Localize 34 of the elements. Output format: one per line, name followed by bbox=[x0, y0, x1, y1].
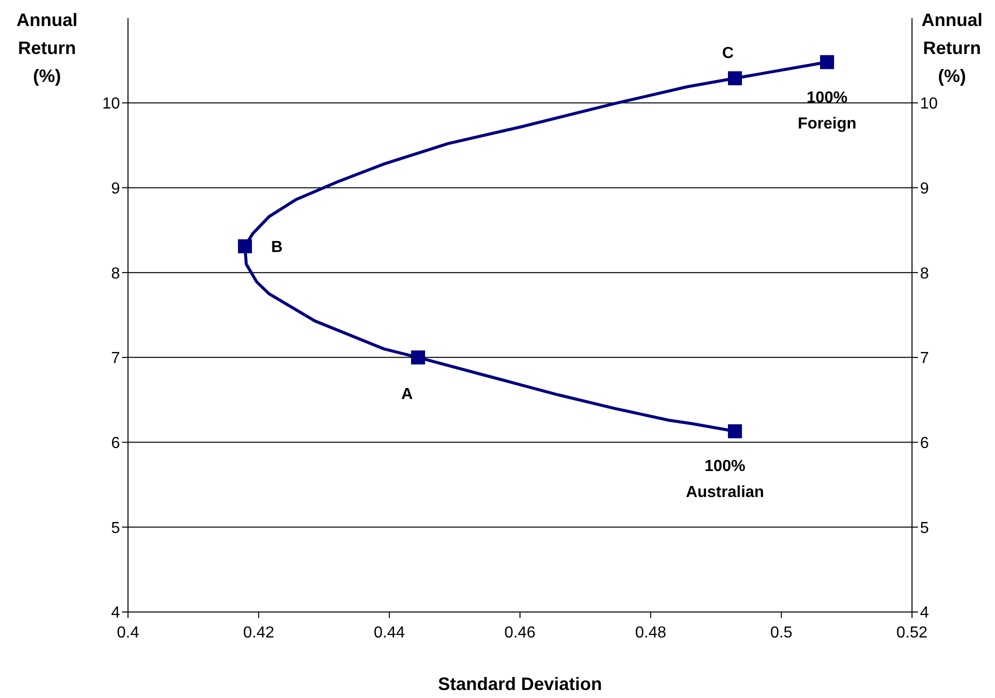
y2-tick-label: 5 bbox=[920, 520, 929, 537]
y2-axis-title: Annual Return (%) bbox=[922, 10, 982, 86]
annotation: 100% Australian bbox=[686, 458, 764, 501]
x-tick-label: 0.44 bbox=[374, 624, 406, 642]
y-tick-label: 8 bbox=[111, 265, 120, 282]
y-axis-title: Annual Return (%) bbox=[16, 10, 78, 86]
y-tick-label: 9 bbox=[111, 180, 120, 198]
point bbox=[728, 424, 742, 438]
x-tick-label: 0.4 bbox=[116, 624, 140, 642]
x-tick-label: 0.5 bbox=[770, 624, 793, 642]
annotation: A bbox=[401, 386, 414, 404]
annotation: 100% Foreign bbox=[798, 90, 856, 133]
y2-tick-label: 7 bbox=[920, 350, 929, 368]
x-axis-title: Standard Deviation bbox=[438, 674, 602, 694]
y2-tick-label: 8 bbox=[920, 265, 929, 282]
y2-tick-label: 4 bbox=[920, 604, 929, 622]
point bbox=[411, 350, 426, 364]
y-tick-label: 4 bbox=[111, 604, 120, 622]
y-tick-label: 6 bbox=[111, 434, 120, 452]
y2-tick-label: 9 bbox=[920, 180, 929, 198]
y2-tick-label: 6 bbox=[920, 434, 929, 452]
point bbox=[238, 239, 252, 254]
x-tick-label: 0.42 bbox=[243, 624, 274, 642]
y-tick-label: 5 bbox=[111, 520, 120, 537]
point bbox=[728, 71, 742, 86]
y2-tick-label: 10 bbox=[920, 96, 938, 113]
x-tick-label: 0.48 bbox=[635, 624, 666, 642]
x-tick-label: 0.52 bbox=[896, 624, 928, 642]
annotation: C bbox=[722, 44, 734, 62]
annotation: B bbox=[271, 238, 283, 256]
y-tick-label: 10 bbox=[102, 96, 120, 113]
point bbox=[820, 55, 834, 70]
x-tick-label: 0.46 bbox=[504, 624, 536, 642]
y-tick-label: 7 bbox=[111, 350, 120, 368]
